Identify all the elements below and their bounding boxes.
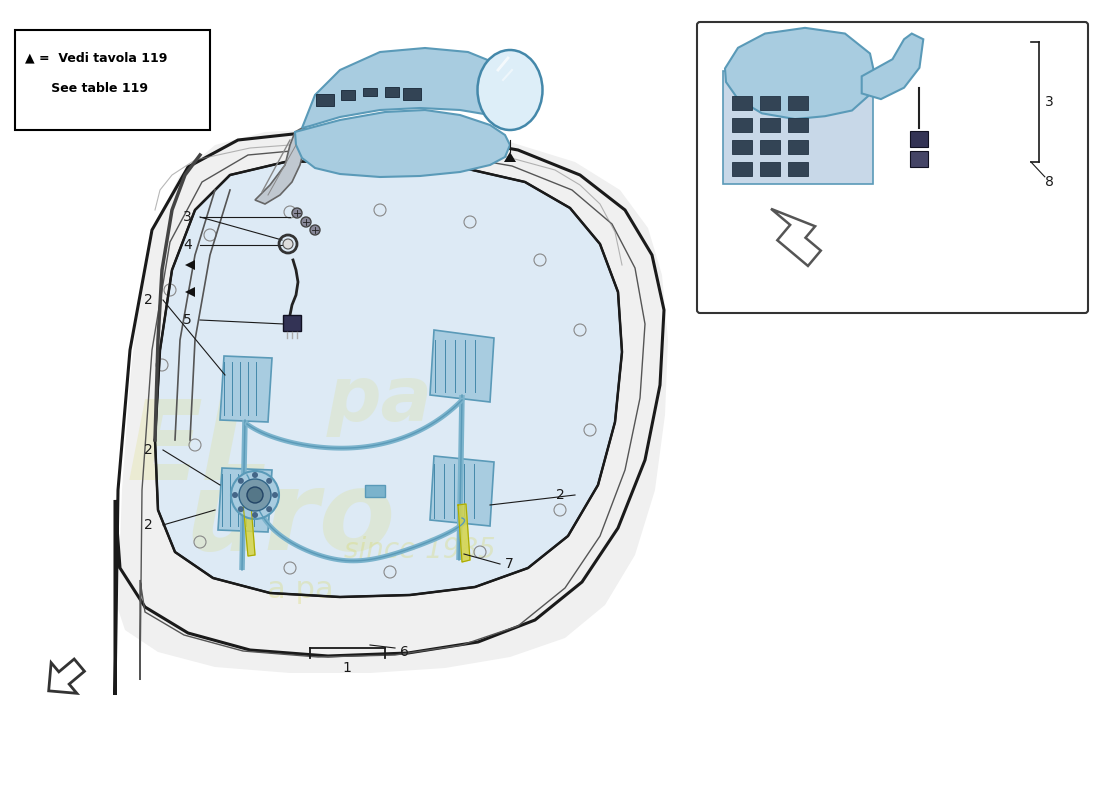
- Polygon shape: [185, 260, 195, 270]
- FancyBboxPatch shape: [760, 118, 780, 132]
- Circle shape: [238, 506, 244, 512]
- FancyBboxPatch shape: [385, 87, 399, 97]
- Text: 5: 5: [184, 313, 192, 327]
- Text: 2: 2: [556, 488, 564, 502]
- Circle shape: [266, 478, 272, 484]
- Circle shape: [272, 492, 278, 498]
- FancyBboxPatch shape: [732, 140, 752, 154]
- FancyBboxPatch shape: [788, 118, 808, 132]
- Polygon shape: [861, 34, 923, 99]
- FancyBboxPatch shape: [911, 150, 928, 166]
- FancyBboxPatch shape: [723, 71, 873, 184]
- FancyBboxPatch shape: [732, 118, 752, 132]
- Polygon shape: [255, 128, 308, 204]
- Text: a pa: a pa: [266, 575, 333, 605]
- FancyBboxPatch shape: [365, 485, 385, 497]
- FancyBboxPatch shape: [341, 90, 355, 100]
- FancyBboxPatch shape: [363, 88, 377, 96]
- FancyBboxPatch shape: [283, 315, 301, 331]
- Text: See table 119: See table 119: [25, 82, 149, 94]
- Polygon shape: [295, 110, 510, 177]
- Text: uro: uro: [185, 466, 395, 574]
- Circle shape: [310, 225, 320, 235]
- Circle shape: [252, 512, 258, 518]
- Polygon shape: [185, 287, 195, 297]
- FancyBboxPatch shape: [788, 162, 808, 176]
- FancyBboxPatch shape: [697, 22, 1088, 313]
- Circle shape: [292, 208, 302, 218]
- Ellipse shape: [477, 50, 542, 130]
- FancyBboxPatch shape: [15, 30, 210, 130]
- FancyBboxPatch shape: [788, 96, 808, 110]
- FancyBboxPatch shape: [760, 140, 780, 154]
- FancyBboxPatch shape: [403, 88, 421, 100]
- Text: EL: EL: [126, 397, 273, 503]
- Circle shape: [238, 478, 244, 484]
- Text: 1: 1: [342, 661, 351, 675]
- FancyBboxPatch shape: [911, 130, 928, 146]
- FancyBboxPatch shape: [788, 140, 808, 154]
- Circle shape: [231, 471, 279, 519]
- Polygon shape: [116, 128, 668, 695]
- Text: 3: 3: [1045, 95, 1054, 109]
- FancyBboxPatch shape: [760, 96, 780, 110]
- Polygon shape: [218, 468, 272, 532]
- Text: 2: 2: [144, 443, 153, 457]
- Polygon shape: [430, 330, 494, 402]
- Text: ▲ =  Vedi tavola 119: ▲ = Vedi tavola 119: [25, 51, 167, 65]
- Circle shape: [283, 239, 293, 249]
- Polygon shape: [155, 160, 621, 597]
- Circle shape: [252, 472, 258, 478]
- Text: since 1985: since 1985: [344, 536, 496, 564]
- Polygon shape: [771, 209, 821, 266]
- Text: 6: 6: [400, 645, 409, 659]
- Text: 8: 8: [1045, 174, 1054, 189]
- Circle shape: [248, 487, 263, 503]
- Circle shape: [266, 506, 272, 512]
- Text: 3: 3: [184, 210, 192, 224]
- Circle shape: [301, 217, 311, 227]
- FancyBboxPatch shape: [732, 96, 752, 110]
- Polygon shape: [725, 28, 874, 119]
- FancyBboxPatch shape: [732, 162, 752, 176]
- Polygon shape: [302, 48, 520, 128]
- Polygon shape: [458, 504, 470, 562]
- Polygon shape: [504, 152, 516, 162]
- FancyBboxPatch shape: [760, 162, 780, 176]
- Text: 2: 2: [144, 293, 153, 307]
- Polygon shape: [48, 659, 85, 694]
- Polygon shape: [220, 356, 272, 422]
- Circle shape: [239, 479, 271, 511]
- Text: pa: pa: [327, 363, 433, 437]
- Text: 7: 7: [505, 557, 514, 571]
- FancyBboxPatch shape: [316, 94, 334, 106]
- Polygon shape: [242, 492, 255, 556]
- Text: 2: 2: [144, 518, 153, 532]
- Polygon shape: [430, 456, 494, 526]
- Circle shape: [232, 492, 238, 498]
- Text: 4: 4: [184, 238, 192, 252]
